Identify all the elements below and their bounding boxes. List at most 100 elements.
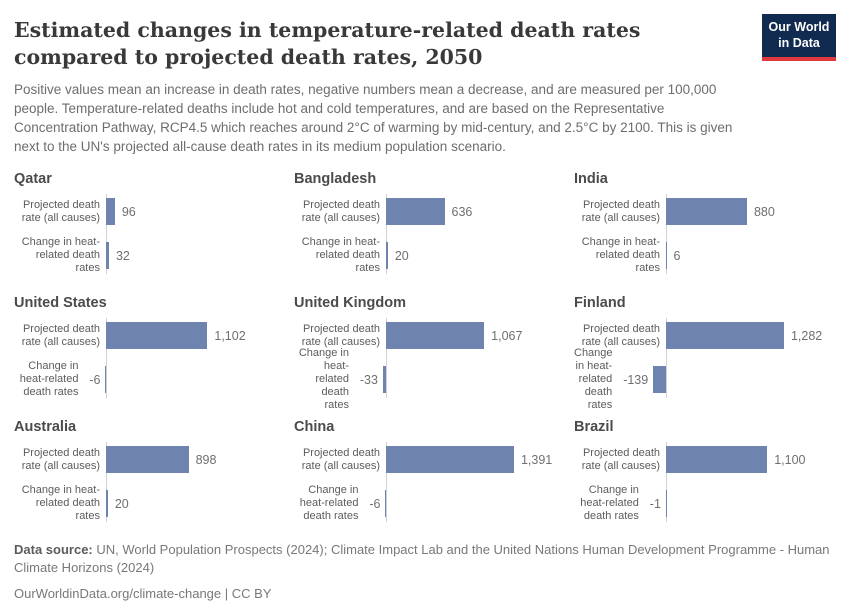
bar-value: 20 xyxy=(395,249,409,263)
bar-value: 32 xyxy=(116,249,130,263)
bar-row-change: Change in heat-related death rates 20 xyxy=(14,484,276,524)
projected-bar xyxy=(106,446,189,473)
bar-row-change: Change in heat-related death rates -33 xyxy=(294,360,556,400)
bar-track: 1,067 xyxy=(386,322,556,349)
bar-track: 20 xyxy=(386,242,556,269)
owid-logo-line1: Our World xyxy=(765,20,833,36)
metric-label-projected: Projected death rate (all causes) xyxy=(574,199,666,225)
owid-logo-line2: in Data xyxy=(765,36,833,52)
change-bar xyxy=(105,366,106,393)
bar-row-change: Change in heat-related death rates 32 xyxy=(14,236,276,276)
bar-row-change: Change in heat-related death rates 6 xyxy=(574,236,836,276)
metric-label-projected: Projected death rate (all causes) xyxy=(294,447,386,473)
projected-bar xyxy=(106,198,115,225)
bar-value: 880 xyxy=(754,205,775,219)
metric-label-projected: Projected death rate (all causes) xyxy=(294,323,386,349)
bar-value: 96 xyxy=(122,205,136,219)
panel-finland: Finland Projected death rate (all causes… xyxy=(574,295,836,404)
bar-row-change: Change in heat-related death rates -1 xyxy=(574,484,836,524)
bar-value: -6 xyxy=(89,373,100,387)
change-bar xyxy=(383,366,386,393)
bar-track: -1 xyxy=(666,490,836,517)
bar-row-change: Change in heat-related death rates 20 xyxy=(294,236,556,276)
chart-header: Estimated changes in temperature-related… xyxy=(14,17,836,157)
panel-qatar: Qatar Projected death rate (all causes) … xyxy=(14,171,276,280)
bar-track: 898 xyxy=(106,446,276,473)
panel-title-china: China xyxy=(294,419,556,435)
panel-india: India Projected death rate (all causes) … xyxy=(574,171,836,280)
metric-label-projected: Projected death rate (all causes) xyxy=(574,323,666,349)
metric-label-change: Change in heat-related death rates xyxy=(574,347,666,412)
bar-value: 20 xyxy=(115,497,129,511)
panel-title-united-kingdom: United Kingdom xyxy=(294,295,556,311)
projected-bar xyxy=(386,198,445,225)
metric-label-projected: Projected death rate (all causes) xyxy=(14,199,106,225)
bar-track: 6 xyxy=(666,242,836,269)
data-source-label: Data source: xyxy=(14,542,93,557)
panel-body: Projected death rate (all causes) 96 Cha… xyxy=(14,192,276,276)
projected-bar xyxy=(386,446,514,473)
data-source-line: Data source: UN, World Population Prospe… xyxy=(14,541,836,577)
panel-china: China Projected death rate (all causes) … xyxy=(294,419,556,528)
panel-title-brazil: Brazil xyxy=(574,419,836,435)
metric-label-change: Change in heat-related death rates xyxy=(14,484,106,523)
change-bar xyxy=(385,490,386,517)
bar-row-projected: Projected death rate (all causes) 880 xyxy=(574,192,836,232)
chart-subtitle: Positive values mean an increase in deat… xyxy=(14,80,744,157)
bar-track: -6 xyxy=(386,490,556,517)
bar-track: 1,391 xyxy=(386,446,556,473)
metric-label-projected: Projected death rate (all causes) xyxy=(574,447,666,473)
bar-row-change: Change in heat-related death rates -6 xyxy=(14,360,276,400)
panel-body: Projected death rate (all causes) 880 Ch… xyxy=(574,192,836,276)
projected-bar xyxy=(106,322,207,349)
metric-label-change: Change in heat-related death rates xyxy=(574,236,666,275)
panel-title-australia: Australia xyxy=(14,419,276,435)
panel-title-finland: Finland xyxy=(574,295,836,311)
bar-value: -6 xyxy=(369,497,380,511)
panel-title-bangladesh: Bangladesh xyxy=(294,171,556,187)
bar-track: 636 xyxy=(386,198,556,225)
bar-row-change: Change in heat-related death rates -139 xyxy=(574,360,836,400)
footer-link[interactable]: OurWorldinData.org/climate-change | CC B… xyxy=(14,585,836,603)
bar-row-projected: Projected death rate (all causes) 636 xyxy=(294,192,556,232)
panel-body: Projected death rate (all causes) 1,102 … xyxy=(14,316,276,400)
bar-track: 1,282 xyxy=(666,322,836,349)
bar-value: 1,391 xyxy=(521,453,552,467)
metric-label-change: Change in heat-related death rates xyxy=(14,236,106,275)
panel-body: Projected death rate (all causes) 1,282 … xyxy=(574,316,836,400)
bar-row-change: Change in heat-related death rates -6 xyxy=(294,484,556,524)
bar-value: 1,067 xyxy=(491,329,522,343)
projected-bar xyxy=(666,198,747,225)
change-bar xyxy=(666,242,667,269)
change-bar xyxy=(106,242,109,269)
metric-label-change: Change in heat-related death rates xyxy=(294,236,386,275)
metric-label-projected: Projected death rate (all causes) xyxy=(294,199,386,225)
panel-title-united-states: United States xyxy=(14,295,276,311)
bar-value: 1,100 xyxy=(774,453,805,467)
panel-body: Projected death rate (all causes) 898 Ch… xyxy=(14,440,276,524)
bar-track: 32 xyxy=(106,242,276,269)
bar-value: -33 xyxy=(360,373,378,387)
panel-brazil: Brazil Projected death rate (all causes)… xyxy=(574,419,836,528)
bar-value: 6 xyxy=(674,249,681,263)
change-bar xyxy=(653,366,666,393)
bar-track: 880 xyxy=(666,198,836,225)
bar-track: -139 xyxy=(666,366,836,393)
bar-value: -139 xyxy=(623,373,648,387)
bar-track: -33 xyxy=(386,366,556,393)
bar-value: 636 xyxy=(452,205,473,219)
chart-footer: Data source: UN, World Population Prospe… xyxy=(14,541,836,603)
bar-track: 1,102 xyxy=(106,322,276,349)
metric-label-projected: Projected death rate (all causes) xyxy=(14,447,106,473)
change-bar xyxy=(386,242,388,269)
panel-title-india: India xyxy=(574,171,836,187)
projected-bar xyxy=(666,322,784,349)
projected-bar xyxy=(666,446,767,473)
panel-body: Projected death rate (all causes) 1,391 … xyxy=(294,440,556,524)
bar-track: 20 xyxy=(106,490,276,517)
bar-value: 1,282 xyxy=(791,329,822,343)
bar-value: -1 xyxy=(650,497,661,511)
bar-track: -6 xyxy=(106,366,276,393)
owid-logo: Our World in Data xyxy=(762,14,836,61)
facet-grid: Qatar Projected death rate (all causes) … xyxy=(14,171,836,528)
